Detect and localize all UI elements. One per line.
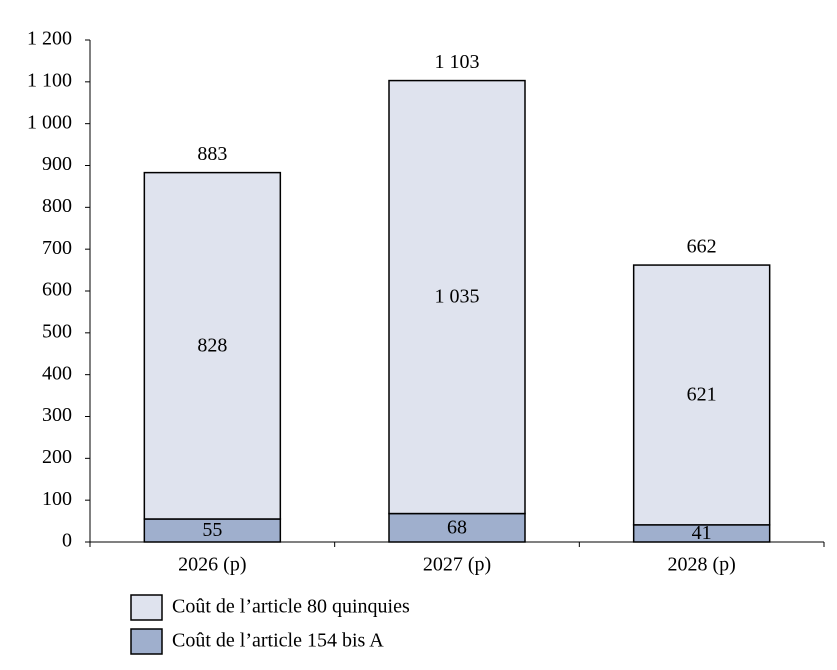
legend-label: Coût de l’article 80 quinquies (172, 596, 410, 618)
y-tick-label: 0 (62, 530, 72, 552)
y-tick-label: 1 200 (27, 28, 72, 50)
segment-label: 68 (447, 516, 467, 538)
legend-label: Coût de l’article 154 bis A (172, 630, 384, 652)
x-tick-label: 2026 (p) (178, 554, 246, 576)
bar-segment (632, 264, 771, 526)
segment-label: 828 (197, 334, 227, 356)
x-tick-label: 2027 (p) (423, 554, 491, 576)
y-tick-label: 100 (42, 488, 72, 510)
bar-segment (143, 171, 282, 520)
total-label: 883 (197, 143, 227, 165)
total-label: 662 (687, 236, 717, 258)
segment-label: 1 035 (435, 286, 480, 308)
segment-label: 41 (692, 522, 712, 544)
y-tick-label: 900 (42, 153, 72, 175)
x-tick-label: 2028 (p) (668, 554, 736, 576)
y-tick-label: 300 (42, 404, 72, 426)
segment-label: 55 (202, 519, 222, 541)
legend-swatch (130, 594, 163, 621)
y-tick-label: 700 (42, 237, 72, 259)
y-tick-label: 500 (42, 320, 72, 342)
segment-label: 621 (687, 384, 717, 406)
bar-segment (388, 79, 526, 515)
y-tick-label: 800 (42, 195, 72, 217)
y-tick-label: 600 (42, 279, 72, 301)
legend-swatch (130, 628, 163, 655)
y-tick-label: 400 (42, 362, 72, 384)
y-tick-label: 1 000 (27, 111, 72, 133)
y-tick-label: 1 100 (27, 69, 72, 91)
y-tick-label: 200 (42, 446, 72, 468)
total-label: 1 103 (435, 51, 480, 73)
bar-segment (388, 512, 526, 543)
